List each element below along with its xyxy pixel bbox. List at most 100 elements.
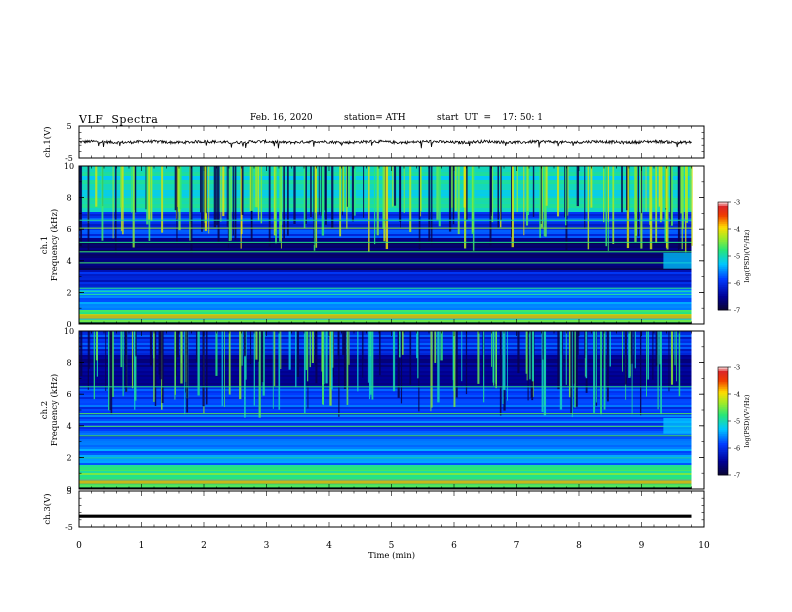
ch2-spectrogram-row bbox=[79, 475, 692, 478]
ch1-spectrogram-colorbar-segment bbox=[718, 229, 728, 232]
ch2-spectrogram-row bbox=[79, 395, 692, 398]
ch1-spectrogram-row bbox=[79, 304, 692, 307]
ch2-spectrogram-sferic bbox=[154, 331, 157, 406]
ch1-spectrogram-sferic bbox=[689, 166, 691, 211]
ch2-spectrogram-row bbox=[79, 365, 692, 368]
ch2-spectrogram-ytick-label: 2 bbox=[66, 453, 71, 462]
ch2-spectrogram-colorbar-segment bbox=[718, 433, 728, 436]
ch1-spectrogram-sferic bbox=[220, 166, 222, 222]
ch2-spectrogram-row bbox=[79, 379, 692, 382]
ch2-spectrogram-sferic bbox=[595, 331, 597, 403]
ch2-spectrogram-sferic bbox=[502, 331, 504, 405]
ch2-spectrogram-sferic bbox=[367, 331, 369, 383]
ch1-spectrogram-sferic bbox=[87, 166, 90, 251]
ch1-spectrogram-sferic bbox=[324, 166, 327, 211]
ch2-spectrogram-row bbox=[79, 347, 692, 350]
ch2-spectrogram-colorbar-segment bbox=[718, 466, 728, 469]
ch2-spectrogram-colorbar-tick-label: -7 bbox=[734, 472, 740, 480]
ch1-spectrogram-colorbar-segment bbox=[718, 214, 728, 217]
ch2-spectrogram-ytick-label: 4 bbox=[66, 422, 71, 431]
ch1-spectrogram-image bbox=[79, 166, 704, 324]
ch2-spectrogram-sferic bbox=[205, 331, 208, 405]
ch1-spectrogram-sferic bbox=[201, 166, 203, 232]
ch2-spectrogram-row bbox=[79, 455, 692, 458]
ch1-spectrogram-carrier-line bbox=[79, 262, 692, 264]
ch1-spectrogram-colorbar-segment bbox=[718, 275, 728, 278]
ch1-spectrogram-sferic bbox=[605, 166, 608, 247]
ch2-spectrogram-row bbox=[79, 383, 692, 386]
ch2-spectrogram-sferic bbox=[434, 331, 437, 363]
ch2-spectrogram-row bbox=[79, 417, 692, 420]
ch2-spectrogram-row bbox=[79, 431, 692, 434]
ch1-spectrogram-colorbar-segment bbox=[718, 286, 728, 289]
ch2-spectrogram-sferic bbox=[452, 331, 454, 391]
ch2-spectrogram-sferic bbox=[678, 331, 681, 397]
ch1-spectrogram-colorbar-segment bbox=[718, 297, 728, 300]
ch1-spectrogram-sferic bbox=[489, 166, 492, 246]
ch2-spectrogram-sferic bbox=[541, 331, 544, 413]
ch1-spectrogram-carrier-line bbox=[79, 219, 692, 221]
ch1-spectrogram-sferic bbox=[286, 166, 289, 236]
ch2-spectrogram-sferic bbox=[369, 331, 371, 357]
ch2-spectrogram-sferic bbox=[111, 331, 114, 397]
ch2-spectrogram-colorbar-segment bbox=[718, 376, 728, 379]
ch2-spectrogram-colorbar-segment bbox=[718, 367, 728, 370]
ch2-spectrogram-sferic bbox=[134, 331, 136, 410]
ch1-spectrogram-sferic bbox=[132, 166, 135, 248]
ch2-spectrogram-sferic bbox=[309, 331, 311, 368]
ch2-spectrogram-sferic bbox=[274, 331, 276, 387]
ch1-spectrogram-sferic bbox=[79, 166, 81, 231]
ch2-spectrogram-sferic bbox=[392, 331, 396, 392]
ch1-spectrogram-colorbar-segment bbox=[718, 205, 728, 208]
ch2-spectrogram-row bbox=[79, 453, 692, 456]
ch2-spectrogram-row bbox=[79, 449, 692, 452]
ch1-spectrogram-carrier-line bbox=[79, 251, 692, 253]
ch2-spectrogram-sferic bbox=[153, 331, 155, 402]
ch1-spectrogram-sferic bbox=[342, 166, 345, 212]
ch1-spectrogram-sferic bbox=[420, 166, 422, 217]
ch1-spectrogram-colorbar-segment bbox=[718, 212, 728, 215]
ch1-spectrogram-sferic bbox=[398, 166, 402, 222]
ch2-spectrogram-row bbox=[79, 443, 692, 446]
ch1-spectrogram-sferic bbox=[641, 166, 643, 214]
ch1-spectrogram-sferic bbox=[403, 166, 405, 213]
ch1-spectrogram-colorbar-segment bbox=[718, 281, 728, 284]
ch1-wave-axes: 5 -5 ch.1(V) bbox=[42, 122, 705, 163]
ch1-spectrogram-sferic bbox=[257, 166, 260, 221]
ch2-spectrogram-sferic bbox=[477, 331, 480, 384]
ch2-spectrogram-ytick-label: 10 bbox=[64, 327, 74, 336]
ch2-spectrogram-row bbox=[79, 409, 692, 412]
ch1-spectrogram-sferic bbox=[268, 166, 271, 247]
ch1-spectrogram-sferic bbox=[621, 166, 623, 213]
ch1-spectrogram-sferic bbox=[351, 166, 354, 222]
ch2-spectrogram-sferic bbox=[296, 331, 299, 377]
ch2-spectrogram-row bbox=[79, 345, 692, 348]
ch2-spectrogram-sferic bbox=[149, 331, 153, 366]
chart-title: VLF Spectra bbox=[79, 113, 159, 126]
ch2-spectrogram-sferic bbox=[176, 331, 179, 358]
ch2-spectrogram-sferic bbox=[122, 331, 124, 397]
x-tick-label: 3 bbox=[264, 541, 270, 551]
ch1-spectrogram-colorbar-segment bbox=[718, 221, 728, 224]
ch1-spectrogram-sferic bbox=[532, 166, 535, 217]
ch2-spectrogram-sferic bbox=[557, 331, 560, 390]
ch1-spectrogram-row bbox=[79, 280, 692, 283]
ch1-spectrogram-ytick-label: 4 bbox=[66, 257, 71, 266]
ch2-spectrogram-colorbar-segment bbox=[718, 404, 728, 407]
ch2-spectrogram-colorbar-segment bbox=[718, 370, 728, 373]
ch2-spectrogram-sferic bbox=[602, 331, 604, 369]
ch2-spectrogram-carrier-line bbox=[79, 470, 692, 472]
ch2-spectrogram-end-patch bbox=[663, 417, 692, 434]
ch2-spectrogram-colorbar-segment bbox=[718, 401, 728, 404]
ch1-spectrogram-row bbox=[79, 252, 692, 255]
ch1-ylabel: ch.1(V) bbox=[42, 126, 53, 157]
ch3-wave-ytick-label: 5 bbox=[66, 487, 71, 496]
ch2-spectrogram-sferic bbox=[529, 331, 532, 380]
ch2-spectrogram-sferic bbox=[675, 331, 677, 382]
ch2-spectrogram-image bbox=[79, 331, 704, 489]
ch2-spectrogram-sferic bbox=[417, 331, 419, 379]
ch1-spectrogram-colorbar-segment bbox=[718, 225, 728, 228]
ch2-spectrogram-colorbar-segment bbox=[718, 417, 728, 420]
ch1-spectrogram-sferic bbox=[131, 166, 132, 213]
ch2-spectrogram-sferic bbox=[288, 331, 291, 370]
